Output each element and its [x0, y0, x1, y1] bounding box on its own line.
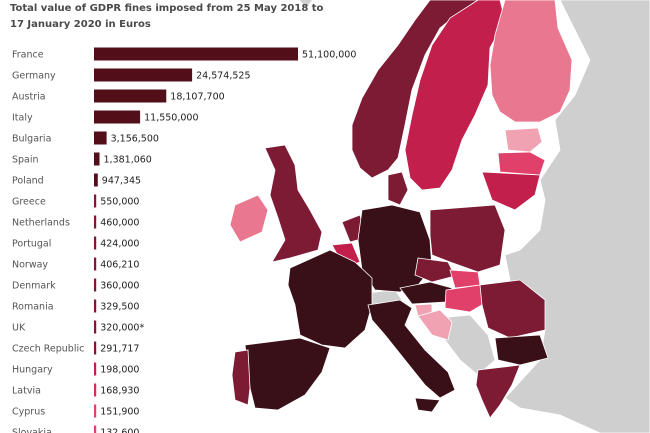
- category-label: Latvia: [12, 386, 41, 397]
- category-label: Greece: [12, 197, 46, 208]
- category-label: Czech Republic: [12, 344, 84, 355]
- bar: [94, 320, 97, 334]
- chart-title: Total value of GDPR fines imposed from 2…: [10, 1, 324, 33]
- bar: [94, 173, 98, 187]
- bar: [94, 299, 97, 313]
- bar: [94, 425, 97, 433]
- category-label: Romania: [12, 302, 54, 313]
- bar: [94, 257, 97, 271]
- map-uk: [264, 144, 323, 263]
- map-bulgaria: [494, 334, 549, 366]
- bar: [94, 341, 97, 355]
- map-portugal: [231, 349, 251, 406]
- map-croatia: [417, 309, 453, 341]
- bar: [94, 278, 97, 292]
- value-label: 329,500: [100, 302, 139, 313]
- value-label: 947,345: [102, 176, 141, 187]
- map-iceland-greenland-edge: [300, 0, 312, 8]
- category-label: Hungary: [12, 365, 53, 376]
- bar: [94, 89, 167, 103]
- value-label: 1,381,060: [104, 155, 152, 166]
- bar: [94, 110, 141, 124]
- chart-title-line: Total value of GDPR fines imposed from 2…: [10, 3, 324, 14]
- map-ireland: [229, 194, 269, 243]
- value-label: 151,900: [100, 407, 139, 418]
- category-label: Austria: [12, 92, 46, 103]
- category-label: Poland: [12, 176, 44, 187]
- map-hungary: [444, 284, 491, 313]
- value-label: 360,000: [100, 281, 139, 292]
- chart-title-line: 17 January 2020 in Euros: [10, 19, 151, 30]
- value-label: 18,107,700: [170, 92, 224, 103]
- bar: [94, 362, 97, 376]
- category-label: France: [12, 50, 44, 61]
- bar: [94, 194, 97, 208]
- value-label: 168,930: [100, 386, 139, 397]
- bar: [94, 152, 100, 166]
- category-label: Portugal: [12, 239, 51, 250]
- value-label: 550,000: [100, 197, 139, 208]
- bar: [94, 404, 97, 418]
- value-label: 132,600: [100, 428, 139, 433]
- map-romania: [479, 279, 546, 339]
- map-denmark: [387, 171, 409, 206]
- category-label: Denmark: [12, 281, 56, 292]
- category-label: Bulgaria: [12, 134, 51, 145]
- category-label: UK: [12, 323, 26, 334]
- value-label: 3,156,500: [111, 134, 159, 145]
- bar: [94, 47, 298, 61]
- value-label: 24,574,525: [196, 71, 250, 82]
- value-label: 320,000*: [100, 323, 144, 334]
- map-lithuania: [481, 171, 541, 211]
- map-balkans: [439, 314, 496, 376]
- value-label: 198,000: [100, 365, 139, 376]
- value-label: 406,210: [100, 260, 139, 271]
- value-label: 51,100,000: [302, 50, 356, 61]
- category-label: Norway: [12, 260, 48, 271]
- category-label: Germany: [12, 71, 56, 82]
- bar: [94, 215, 97, 229]
- category-label: Slovakia: [12, 428, 52, 433]
- map-finland: [489, 0, 573, 123]
- map-czech-republic: [414, 257, 456, 283]
- map-estonia: [504, 127, 543, 153]
- bar: [94, 68, 193, 82]
- bar: [94, 236, 97, 250]
- category-label: Spain: [12, 155, 39, 166]
- map-greece: [475, 364, 521, 419]
- value-label: 291,717: [100, 344, 139, 355]
- map-latvia: [497, 151, 546, 176]
- value-label: 460,000: [100, 218, 139, 229]
- bar: [94, 383, 97, 397]
- map-france: [287, 249, 373, 349]
- map-italy: [367, 299, 456, 399]
- category-label: Italy: [12, 113, 33, 124]
- bar: [94, 131, 107, 145]
- map-sicily: [414, 397, 441, 413]
- category-label: Cyprus: [12, 407, 45, 418]
- value-label: 11,550,000: [144, 113, 198, 124]
- category-label: Netherlands: [12, 218, 70, 229]
- map-norway: [351, 0, 479, 179]
- value-label: 424,000: [100, 239, 139, 250]
